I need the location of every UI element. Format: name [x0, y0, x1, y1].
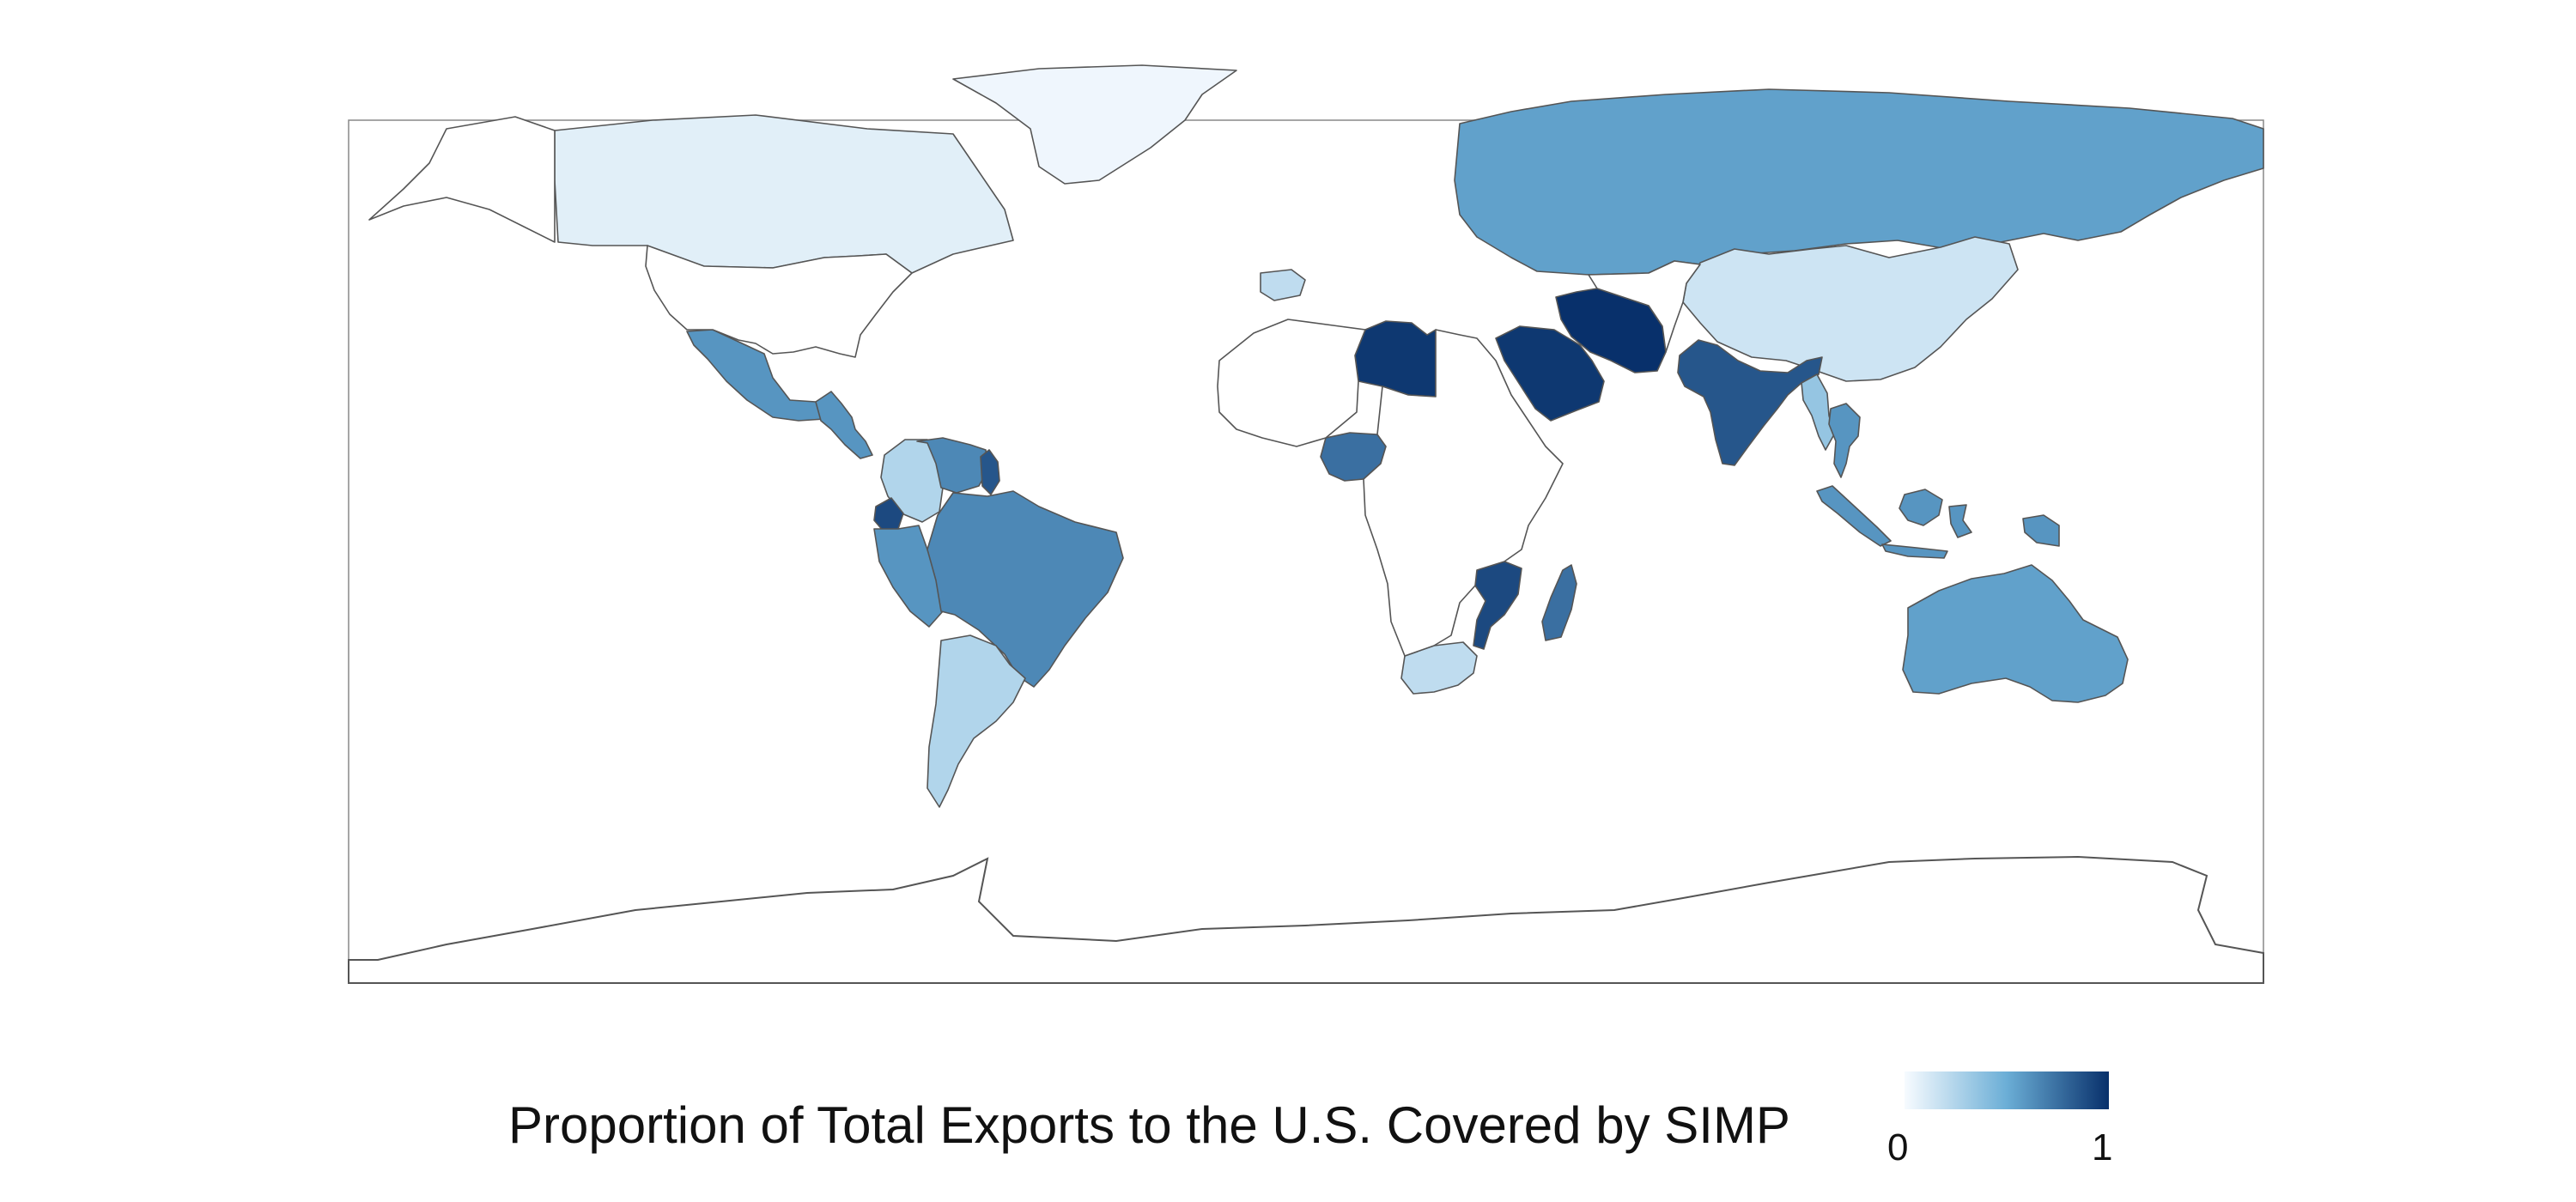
- country-brazil: [927, 490, 1124, 688]
- country-indonesia-papua: [2022, 514, 2060, 547]
- legend-color-bar: [1905, 1071, 2109, 1109]
- country-spain: [1260, 269, 1306, 301]
- country-indonesia-sumatra: [1816, 485, 1892, 547]
- country-canada: [554, 114, 1014, 274]
- country-india: [1677, 339, 1823, 466]
- country-china: [1682, 236, 2019, 382]
- country-saudi-arabia: [1495, 325, 1605, 422]
- country-libya: [1354, 320, 1437, 398]
- country-central-asia: [1588, 260, 1701, 353]
- country-guyana: [980, 449, 1000, 495]
- country-mozambique: [1473, 561, 1522, 650]
- country-north-africa-west: [1217, 319, 1366, 447]
- country-thailand: [1828, 403, 1861, 478]
- country-indonesia-java: [1881, 543, 1948, 559]
- legend-title: Proportion of Total Exports to the U.S. …: [508, 1096, 1790, 1154]
- country-greenland: [952, 64, 1237, 185]
- country-alaska: [368, 116, 556, 243]
- country-south-africa: [1400, 641, 1478, 695]
- country-myanmar: [1801, 373, 1835, 451]
- country-russia: [1454, 88, 2264, 276]
- antarctica: [348, 855, 2264, 984]
- legend-min-label: 0: [1887, 1126, 1909, 1169]
- country-africa-east: [1363, 329, 1564, 657]
- country-indonesia-borneo: [1899, 489, 1943, 526]
- country-venezuela: [916, 437, 988, 494]
- legend-max-label: 1: [2092, 1126, 2113, 1169]
- country-madagascar: [1541, 564, 1577, 641]
- country-usa: [645, 245, 913, 358]
- country-australia: [1902, 564, 2129, 703]
- country-central-america: [815, 391, 873, 459]
- country-indonesia-sulawesi: [1948, 504, 1972, 538]
- country-argentina: [927, 634, 1026, 808]
